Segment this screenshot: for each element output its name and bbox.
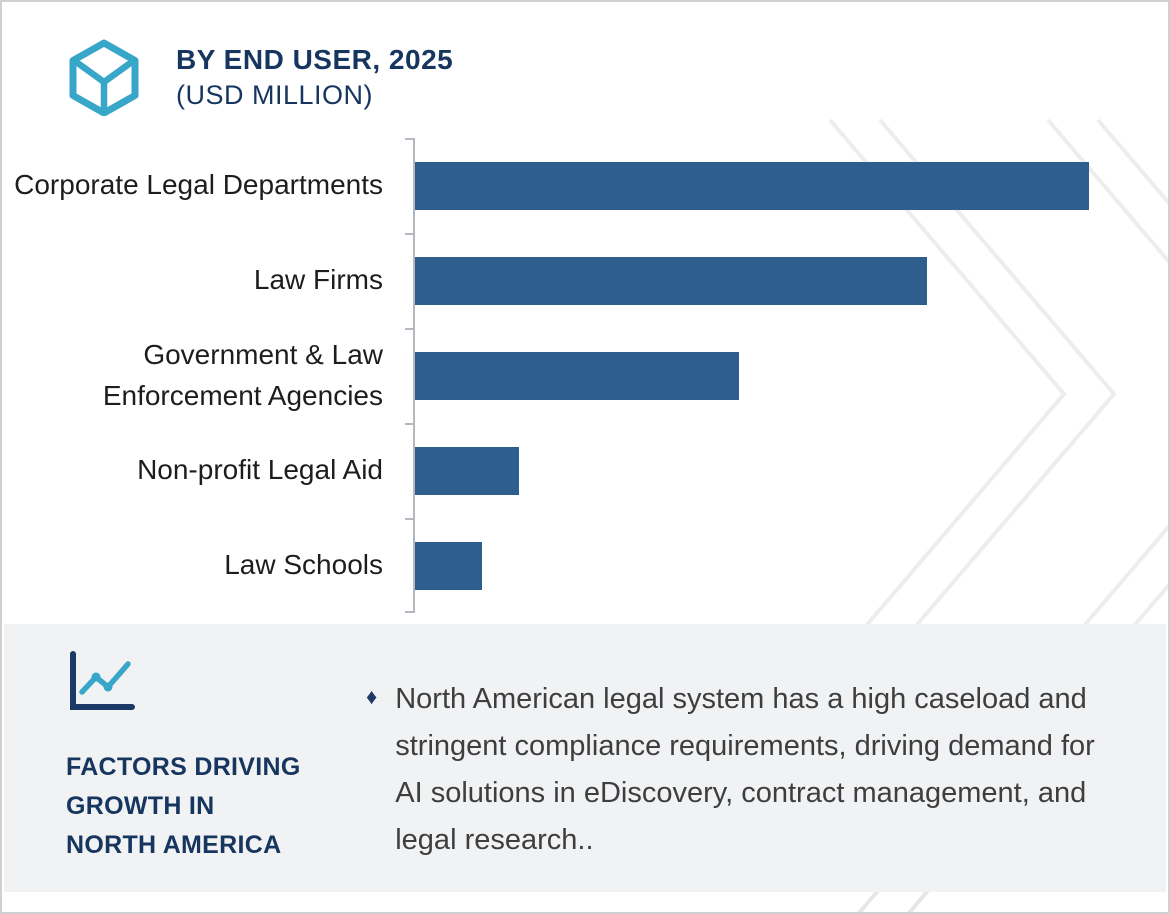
- factors-bullet-text: North American legal system has a high c…: [395, 683, 1095, 856]
- bar-law-firms: [415, 256, 928, 305]
- chart-row: Law Firms: [2, 233, 1168, 328]
- chart-row: Non-profit Legal Aid: [2, 423, 1168, 518]
- bar-government-law-enforcement: [415, 351, 739, 400]
- axis-tick: [405, 611, 415, 613]
- factors-heading: FACTORS DRIVING GROWTH IN NORTH AMERICA: [66, 748, 366, 864]
- hexagon-logo-icon: [69, 39, 139, 116]
- bar-law-schools: [415, 541, 483, 590]
- category-label: Corporate Legal Departments: [14, 169, 383, 201]
- chart-subtitle: (USD MILLION): [176, 80, 374, 110]
- chart-row: Government & Law Enforcement Agencies: [2, 328, 1168, 423]
- factors-bullet-row: ♦ North American legal system has a high…: [366, 650, 1126, 892]
- chart-title-block: BY END USER, 2025 (USD MILLION): [176, 44, 453, 111]
- axis-tick: [405, 423, 415, 425]
- axis-tick: [405, 233, 415, 235]
- factors-heading-line: GROWTH IN: [66, 791, 215, 820]
- bar-track: [413, 446, 1168, 495]
- axis-tick: [405, 138, 415, 140]
- category-label: Government & Law Enforcement Agencies: [102, 338, 383, 411]
- chart-row: Corporate Legal Departments: [2, 138, 1168, 233]
- chart-title: BY END USER, 2025: [176, 44, 454, 75]
- y-axis-line: [405, 138, 415, 613]
- axis-tick: [405, 328, 415, 330]
- bar-chart: Corporate Legal Departments Law Firms Go…: [2, 138, 1168, 613]
- axis-tick: [405, 518, 415, 520]
- chart-row: Law Schools: [2, 518, 1168, 613]
- bar-track: [413, 351, 1168, 400]
- bar-corporate-legal-departments: [415, 161, 1090, 210]
- category-label: Law Schools: [224, 549, 383, 581]
- diamond-bullet-icon: ♦: [366, 684, 378, 709]
- bar-track: [413, 161, 1168, 210]
- category-label: Law Firms: [253, 264, 383, 296]
- factors-heading-line: FACTORS DRIVING: [66, 753, 301, 781]
- factors-panel: FACTORS DRIVING GROWTH IN NORTH AMERICA …: [4, 624, 1166, 892]
- factors-heading-block: FACTORS DRIVING GROWTH IN NORTH AMERICA: [66, 650, 366, 892]
- bar-nonprofit-legal-aid: [415, 446, 520, 495]
- factors-heading-line: NORTH AMERICA: [66, 830, 282, 859]
- bar-track: [413, 541, 1168, 590]
- line-chart-icon: [70, 651, 135, 710]
- header: BY END USER, 2025 (USD MILLION): [2, 2, 1168, 134]
- bar-track: [413, 256, 1168, 305]
- category-label: Non-profit Legal Aid: [137, 454, 383, 486]
